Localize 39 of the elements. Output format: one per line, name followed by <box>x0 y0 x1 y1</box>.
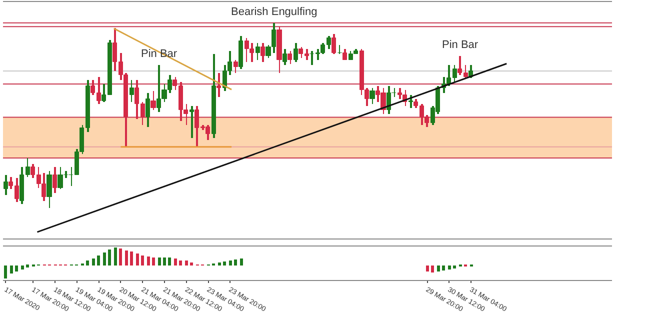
bar <box>179 260 182 266</box>
bar <box>442 266 445 271</box>
bar <box>86 260 89 266</box>
bar <box>168 258 171 266</box>
bar <box>15 266 18 272</box>
bar <box>26 264 29 268</box>
bar <box>125 250 128 266</box>
bar <box>426 266 429 272</box>
bar <box>158 258 161 266</box>
bar <box>223 262 226 266</box>
bar <box>190 262 193 266</box>
bar <box>234 260 237 266</box>
bar <box>185 260 188 266</box>
bar <box>448 266 451 270</box>
bar <box>240 258 243 266</box>
bar <box>141 256 144 266</box>
bar <box>152 258 155 266</box>
bar <box>97 256 100 266</box>
bar <box>4 266 7 279</box>
bar <box>218 262 221 266</box>
bar <box>130 252 133 266</box>
bar <box>108 250 111 266</box>
bar <box>103 252 106 266</box>
bar <box>10 266 13 274</box>
bar <box>163 258 166 266</box>
bar <box>92 258 95 266</box>
bar <box>119 248 122 266</box>
bar <box>431 266 434 273</box>
candlestick <box>190 106 194 138</box>
bar <box>21 266 24 270</box>
bar <box>229 260 232 266</box>
bar <box>174 258 177 266</box>
bar <box>147 256 150 266</box>
bar <box>437 266 440 272</box>
bar <box>453 266 456 269</box>
annotation: Pin Bar <box>442 39 478 51</box>
bar <box>114 248 117 266</box>
annotation: Bearish Engulfing <box>231 6 318 18</box>
bar <box>136 254 139 266</box>
